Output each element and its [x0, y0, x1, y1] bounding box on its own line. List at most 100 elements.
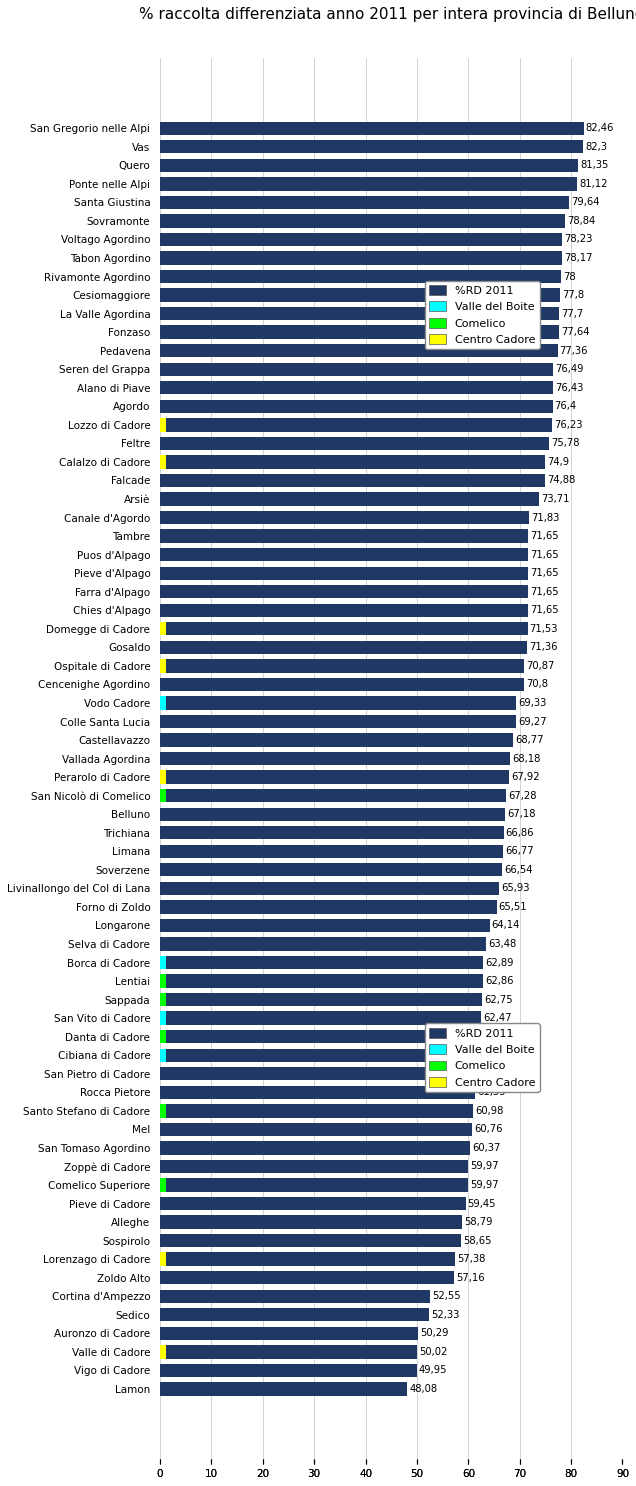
Text: 58,65: 58,65 — [464, 1236, 492, 1245]
Bar — [160, 288, 560, 302]
Text: 49,95: 49,95 — [418, 1366, 447, 1376]
Bar — [160, 1345, 417, 1358]
Bar — [160, 770, 166, 783]
Bar — [160, 901, 497, 914]
Bar — [160, 715, 516, 728]
Text: 66,86: 66,86 — [506, 828, 534, 838]
Text: 58,79: 58,79 — [464, 1217, 493, 1227]
Text: 71,65: 71,65 — [530, 587, 559, 597]
Bar — [160, 214, 565, 227]
Bar — [160, 140, 583, 153]
Bar — [160, 1104, 473, 1117]
Bar — [160, 1196, 466, 1210]
Bar — [160, 196, 569, 210]
Bar — [160, 938, 487, 951]
Bar — [160, 1123, 473, 1137]
Text: 62,01: 62,01 — [481, 1051, 509, 1060]
Bar — [160, 1290, 430, 1303]
Text: 67,18: 67,18 — [508, 810, 536, 819]
Text: 77,7: 77,7 — [562, 309, 584, 318]
Text: 63,48: 63,48 — [488, 939, 516, 950]
Text: 78: 78 — [563, 272, 576, 281]
Bar — [160, 1216, 462, 1229]
Text: 65,51: 65,51 — [499, 902, 527, 912]
Text: 67,28: 67,28 — [508, 791, 536, 801]
Text: 67,92: 67,92 — [511, 773, 540, 782]
Legend: %RD 2011, Valle del Boite, Comelico, Centro Cadore: %RD 2011, Valle del Boite, Comelico, Cen… — [425, 1024, 539, 1092]
Bar — [160, 1308, 429, 1321]
Bar — [160, 1382, 407, 1395]
Text: 59,97: 59,97 — [470, 1180, 499, 1190]
Bar — [160, 993, 166, 1006]
Text: 78,23: 78,23 — [564, 235, 593, 245]
Bar — [160, 623, 166, 636]
Bar — [160, 1086, 475, 1100]
Text: 71,83: 71,83 — [531, 513, 560, 523]
Bar — [160, 1141, 470, 1155]
Bar — [160, 585, 529, 599]
Bar — [160, 975, 166, 988]
Text: 62,47: 62,47 — [483, 1013, 511, 1024]
Bar — [160, 789, 166, 802]
Bar — [160, 177, 577, 190]
Bar — [160, 529, 529, 542]
Text: 57,38: 57,38 — [457, 1254, 485, 1265]
Bar — [160, 418, 166, 431]
Bar — [160, 1104, 166, 1117]
Text: 50,29: 50,29 — [420, 1328, 449, 1339]
Bar — [160, 418, 552, 431]
Bar — [160, 1159, 468, 1172]
Text: 68,77: 68,77 — [515, 736, 544, 744]
Text: 70,87: 70,87 — [526, 661, 555, 670]
Text: 81,12: 81,12 — [579, 178, 607, 189]
Text: 71,65: 71,65 — [530, 531, 559, 541]
Text: 71,53: 71,53 — [530, 624, 558, 635]
Text: 78,17: 78,17 — [563, 253, 592, 263]
Text: 69,33: 69,33 — [518, 698, 547, 707]
Text: 77,36: 77,36 — [560, 346, 588, 355]
Text: 60,98: 60,98 — [476, 1106, 504, 1116]
Text: 82,46: 82,46 — [586, 123, 614, 134]
Bar — [160, 678, 524, 691]
Bar — [160, 697, 166, 710]
Bar — [160, 1178, 166, 1192]
Text: 74,9: 74,9 — [547, 456, 569, 467]
Bar — [160, 918, 490, 932]
Text: 76,43: 76,43 — [555, 383, 583, 392]
Text: 59,97: 59,97 — [470, 1162, 499, 1171]
Bar — [160, 1364, 417, 1378]
Text: 71,65: 71,65 — [530, 550, 559, 560]
Bar — [160, 400, 553, 413]
Text: 68,18: 68,18 — [513, 753, 541, 764]
Text: 59,45: 59,45 — [467, 1199, 496, 1208]
Text: 57,16: 57,16 — [456, 1272, 485, 1282]
Bar — [160, 993, 483, 1006]
Text: 50,02: 50,02 — [419, 1346, 448, 1357]
Text: 76,4: 76,4 — [555, 401, 577, 412]
Text: 62,43: 62,43 — [483, 1031, 511, 1042]
Bar — [160, 233, 562, 247]
Text: 66,77: 66,77 — [505, 847, 534, 856]
Bar — [160, 863, 502, 877]
Bar — [160, 603, 529, 617]
Text: 71,65: 71,65 — [530, 568, 559, 578]
Bar — [160, 826, 504, 840]
Bar — [160, 308, 559, 321]
Text: 79,64: 79,64 — [571, 198, 600, 208]
Text: 77,8: 77,8 — [562, 290, 584, 300]
Bar — [160, 1030, 481, 1043]
Bar — [160, 1327, 418, 1340]
Bar — [160, 1067, 476, 1080]
Bar — [160, 474, 545, 487]
Bar — [160, 660, 166, 673]
Bar — [160, 492, 539, 505]
Text: 76,49: 76,49 — [555, 364, 584, 374]
Bar — [160, 270, 561, 284]
Text: 52,33: 52,33 — [431, 1309, 459, 1320]
Bar — [160, 122, 584, 135]
Title: % raccolta differenziata anno 2011 per intera provincia di Belluno: % raccolta differenziata anno 2011 per i… — [139, 7, 636, 22]
Bar — [160, 566, 529, 580]
Text: 77,64: 77,64 — [561, 327, 590, 337]
Bar — [160, 844, 503, 857]
Bar — [160, 1049, 479, 1062]
